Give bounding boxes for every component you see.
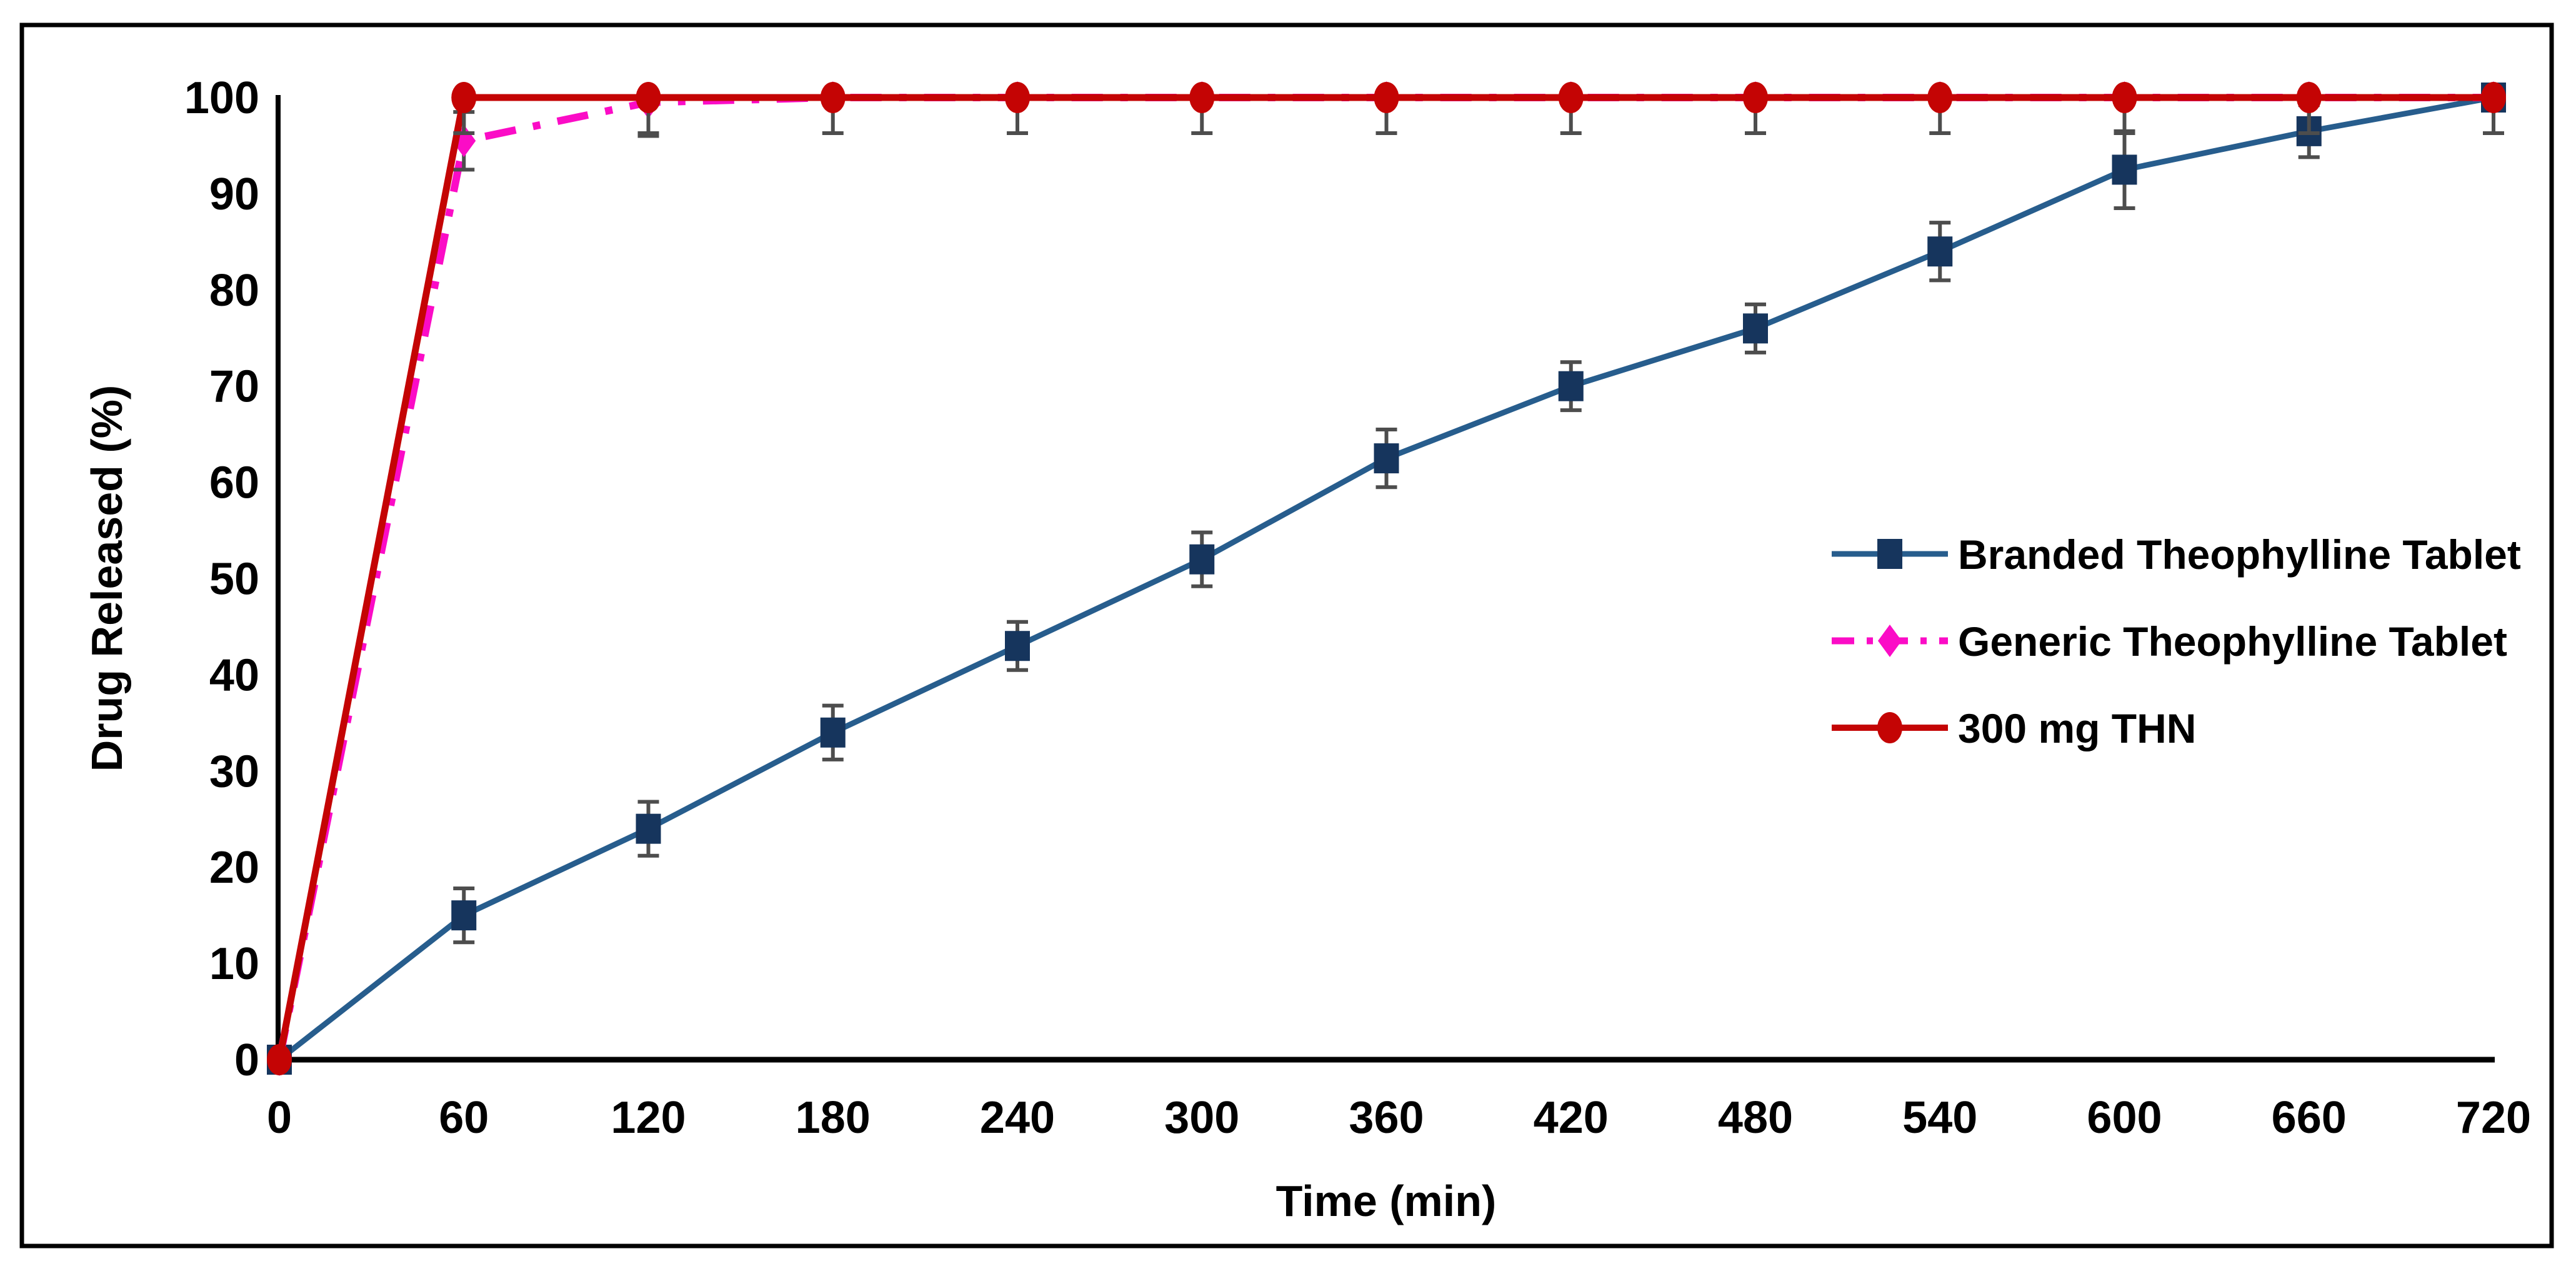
square-marker [636,813,661,844]
series-line [277,94,2494,1062]
circle-marker [1189,82,1215,113]
chart-border [19,23,2554,1248]
circle-marker [1743,82,1768,113]
circle-marker [1374,82,1399,113]
series-generic [267,81,2505,1076]
square-marker [1005,631,1030,661]
legend-square-marker [1877,539,1902,569]
square-marker [2112,154,2137,185]
x-tick-label: 540 [1902,1093,1977,1143]
x-tick-label: 180 [796,1093,871,1143]
y-tick-label: 30 [209,746,259,796]
circle-marker [451,82,477,113]
circle-marker [2481,82,2506,113]
square-marker [1927,236,1953,267]
square-marker [1743,313,1768,344]
x-tick-label: 300 [1164,1093,1239,1143]
legend-circle-marker [1877,712,1902,743]
circle-marker [267,1044,292,1075]
square-marker [820,717,846,748]
x-tick-label: 480 [1718,1093,1793,1143]
y-tick-labels: 0 10 20 30 40 50 60 70 80 90 100 [184,73,259,1085]
y-tick-label: 70 [209,362,259,412]
legend-diamond-marker [1878,625,1902,657]
legend-label: Branded Theophylline Tablet [1958,531,2521,578]
series-line [276,94,2494,1061]
y-tick-label: 60 [209,458,259,508]
y-tick-label: 100 [184,73,259,123]
y-tick-label: 80 [209,266,259,316]
circle-marker [636,82,661,113]
x-axis-title: Time (min) [1276,1177,1497,1225]
y-tick-label: 90 [209,169,259,219]
square-marker [1558,371,1584,401]
x-tick-labels: 0 60 120 180 240 300 360 420 480 540 600 660 720 [267,1093,2531,1143]
y-tick-label: 10 [209,939,259,989]
square-marker [1374,443,1399,474]
series-thn [267,82,2506,1075]
y-tick-label: 50 [209,555,259,605]
x-tick-label: 600 [2087,1093,2162,1143]
circle-marker [1927,82,1953,113]
x-tick-label: 720 [2456,1093,2531,1143]
circle-marker [2296,82,2322,113]
square-marker [451,900,477,931]
legend-label: Generic Theophylline Tablet [1958,618,2507,665]
y-tick-label: 20 [209,843,259,893]
circle-marker [1005,82,1030,113]
square-marker [1189,544,1215,575]
legend: Branded Theophylline Tablet Generic Theop… [1832,531,2521,751]
plot-area: 0 10 20 30 40 50 60 70 80 90 100 0 60 120 180 240 300 360… [184,73,2531,1143]
circle-marker [2112,82,2137,113]
x-tick-label: 120 [611,1093,686,1143]
circle-marker [1558,82,1584,113]
y-tick-label: 40 [209,650,259,700]
x-tick-label: 660 [2272,1093,2347,1143]
series-line [276,94,2494,1061]
x-tick-label: 0 [267,1093,292,1143]
y-tick-label: 0 [234,1035,259,1085]
x-tick-label: 240 [980,1093,1055,1143]
x-tick-label: 360 [1349,1093,1424,1143]
y-axis-title: Drug Released (%) [82,385,131,771]
circle-marker [820,82,846,113]
x-tick-label: 60 [439,1093,489,1143]
x-tick-label: 420 [1534,1093,1609,1143]
series-branded [267,83,2506,1075]
legend-label: 300 mg THN [1958,705,2196,751]
